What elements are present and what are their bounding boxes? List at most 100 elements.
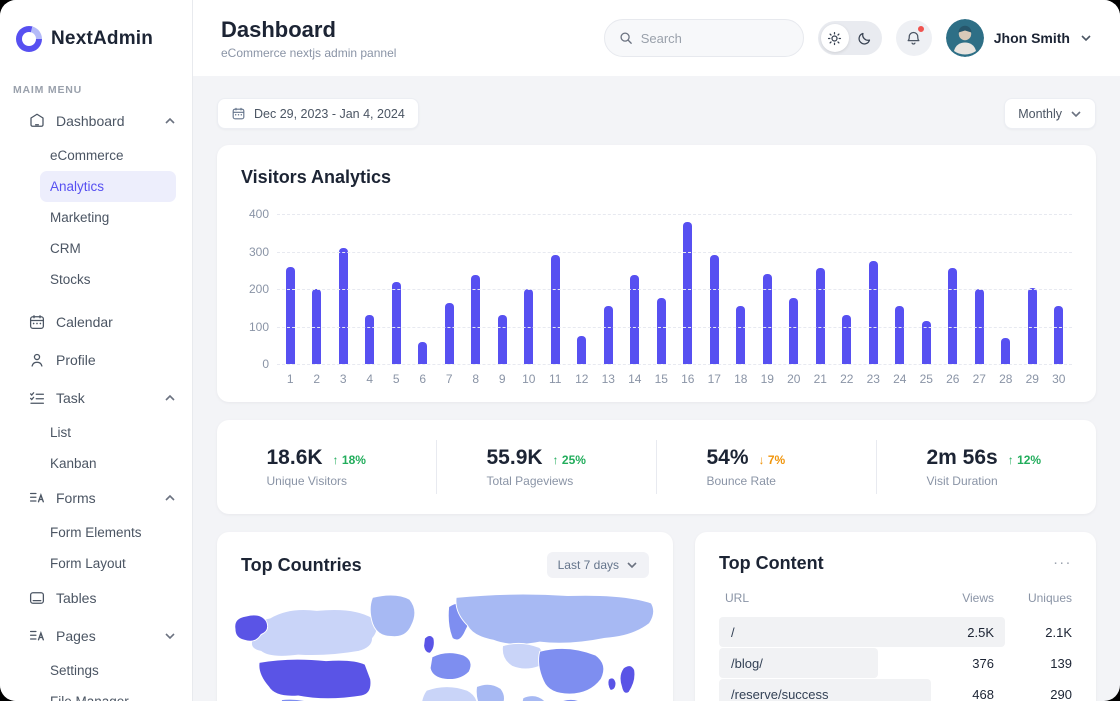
y-tick-label: 100 xyxy=(248,319,269,334)
x-tick-label: 11 xyxy=(549,372,562,386)
bar-slot xyxy=(542,214,569,364)
cell-url: /reserve/success xyxy=(731,686,829,701)
sidebar-item-pages[interactable]: Pages xyxy=(0,617,192,655)
top-header: Dashboard eCommerce nextjs admin pannel xyxy=(193,0,1120,76)
x-tick-label: 21 xyxy=(813,372,827,386)
x-tick-label: 9 xyxy=(498,372,506,386)
bar-slot xyxy=(754,214,781,364)
sidebar-item-profile[interactable]: Profile xyxy=(0,341,192,379)
avatar xyxy=(945,19,984,57)
bar xyxy=(285,266,295,364)
sidebar-item-dashboard[interactable]: Dashboard xyxy=(0,102,192,140)
x-tick-label: 27 xyxy=(972,372,986,386)
more-options-icon[interactable]: ... xyxy=(1053,551,1072,568)
x-tick-label: 29 xyxy=(1025,372,1039,386)
search-input[interactable] xyxy=(640,30,789,46)
sidebar-item-forms[interactable]: Forms xyxy=(0,479,192,517)
x-tick-label: 2 xyxy=(313,372,321,386)
date-range-picker[interactable]: Dec 29, 2023 - Jan 4, 2024 xyxy=(217,98,419,129)
chevron-down-icon xyxy=(1081,35,1091,42)
x-tick-label: 7 xyxy=(445,372,453,386)
user-menu[interactable]: Jhon Smith xyxy=(945,19,1092,57)
map-africa xyxy=(421,686,478,701)
map-japan xyxy=(619,665,636,694)
sidebar-item-form-elements[interactable]: Form Elements xyxy=(40,517,176,548)
sidebar-item-ecommerce[interactable]: eCommerce xyxy=(40,140,176,171)
sidebar-item-form-layout[interactable]: Form Layout xyxy=(40,548,176,579)
row-bar xyxy=(719,648,878,678)
sidebar-item-tables[interactable]: Tables xyxy=(0,579,192,617)
period-value: Monthly xyxy=(1018,106,1062,121)
arrow-up-icon: ↑ xyxy=(552,453,559,467)
sidebar-item-label: Kanban xyxy=(50,456,97,471)
sidebar-item-label: File Manager xyxy=(50,694,129,701)
sidebar-item-list[interactable]: List xyxy=(40,417,176,448)
stat-bounce-rate: 54% ↓ 7% Bounce Rate xyxy=(657,440,877,494)
bar xyxy=(550,255,560,364)
countries-filter-select[interactable]: Last 7 days xyxy=(546,552,649,578)
y-tick-label: 200 xyxy=(248,282,269,296)
map-central-asia xyxy=(501,642,544,670)
table-row: / 2.5K 2.1K xyxy=(719,617,1072,647)
user-name: Jhon Smith xyxy=(993,30,1070,46)
table-row: /blog/ 376 139 xyxy=(719,648,1072,678)
cell-views: 2.5K xyxy=(967,624,994,640)
bar xyxy=(815,267,825,364)
stat-value: 2m 56s xyxy=(926,446,998,469)
world-map[interactable] xyxy=(233,590,657,701)
sidebar-item-settings[interactable]: Settings xyxy=(40,655,176,686)
moon-icon xyxy=(858,32,871,45)
dark-mode-button[interactable] xyxy=(851,24,879,52)
y-tick-label: 400 xyxy=(248,207,269,221)
sidebar-item-task[interactable]: Task xyxy=(0,379,192,417)
sidebar-item-label: Analytics xyxy=(50,179,105,194)
search-bar[interactable] xyxy=(603,19,804,57)
bar xyxy=(842,315,852,364)
bar xyxy=(338,247,348,364)
bar-slot xyxy=(887,214,914,364)
brand-logo[interactable]: NextAdmin xyxy=(0,0,192,72)
theme-toggle[interactable] xyxy=(817,21,882,55)
chevron-down-icon xyxy=(1071,110,1081,117)
period-select[interactable]: Monthly xyxy=(1004,98,1096,129)
sidebar-item-calendar[interactable]: Calendar xyxy=(0,303,192,341)
sidebar-item-kanban[interactable]: Kanban xyxy=(40,448,176,479)
bar-slot xyxy=(940,214,967,364)
bar-slot xyxy=(489,214,516,364)
cell-views: 376 xyxy=(972,655,994,671)
bar-slot xyxy=(966,214,993,364)
bar-slot xyxy=(463,214,490,364)
sidebar-item-marketing[interactable]: Marketing xyxy=(40,202,176,233)
bar xyxy=(736,305,746,364)
bar xyxy=(974,288,984,364)
light-mode-button[interactable] xyxy=(820,24,849,52)
x-tick-label: 18 xyxy=(734,372,748,386)
map-usa xyxy=(258,658,372,700)
sidebar-item-crm[interactable]: CRM xyxy=(40,233,176,264)
x-tick-label: 8 xyxy=(472,372,480,386)
sidebar-item-label: List xyxy=(50,425,72,440)
top-content-table: URL Views Uniques / 2.5K 2.1K /blo xyxy=(719,591,1072,701)
sidebar-item-file-manager[interactable]: File Manager xyxy=(40,686,176,701)
calendar-icon xyxy=(232,107,245,120)
sidebar-item-analytics[interactable]: Analytics xyxy=(40,171,176,202)
sidebar-item-label: Form Elements xyxy=(50,525,142,540)
sidebar-item-label: Calendar xyxy=(56,314,113,330)
sidebar-item-stocks[interactable]: Stocks xyxy=(40,264,176,295)
user-icon xyxy=(28,351,46,369)
bar-slot xyxy=(807,214,834,364)
bar xyxy=(656,297,666,364)
stats-card: 18.6K ↑ 18% Unique Visitors 55.9K ↑ 25% … xyxy=(217,420,1096,514)
bar-slot xyxy=(436,214,463,364)
notifications-button[interactable] xyxy=(895,20,932,56)
bar xyxy=(365,315,375,364)
bar-slot xyxy=(1019,214,1046,364)
map-alaska xyxy=(234,614,269,642)
sidebar-nav: Dashboard eCommerce Analytics Marketing … xyxy=(0,102,192,701)
bell-icon xyxy=(907,31,920,45)
stat-total-pageviews: 55.9K ↑ 25% Total Pageviews xyxy=(437,440,657,494)
stat-label: Total Pageviews xyxy=(486,474,574,488)
bar-slot xyxy=(648,214,675,364)
